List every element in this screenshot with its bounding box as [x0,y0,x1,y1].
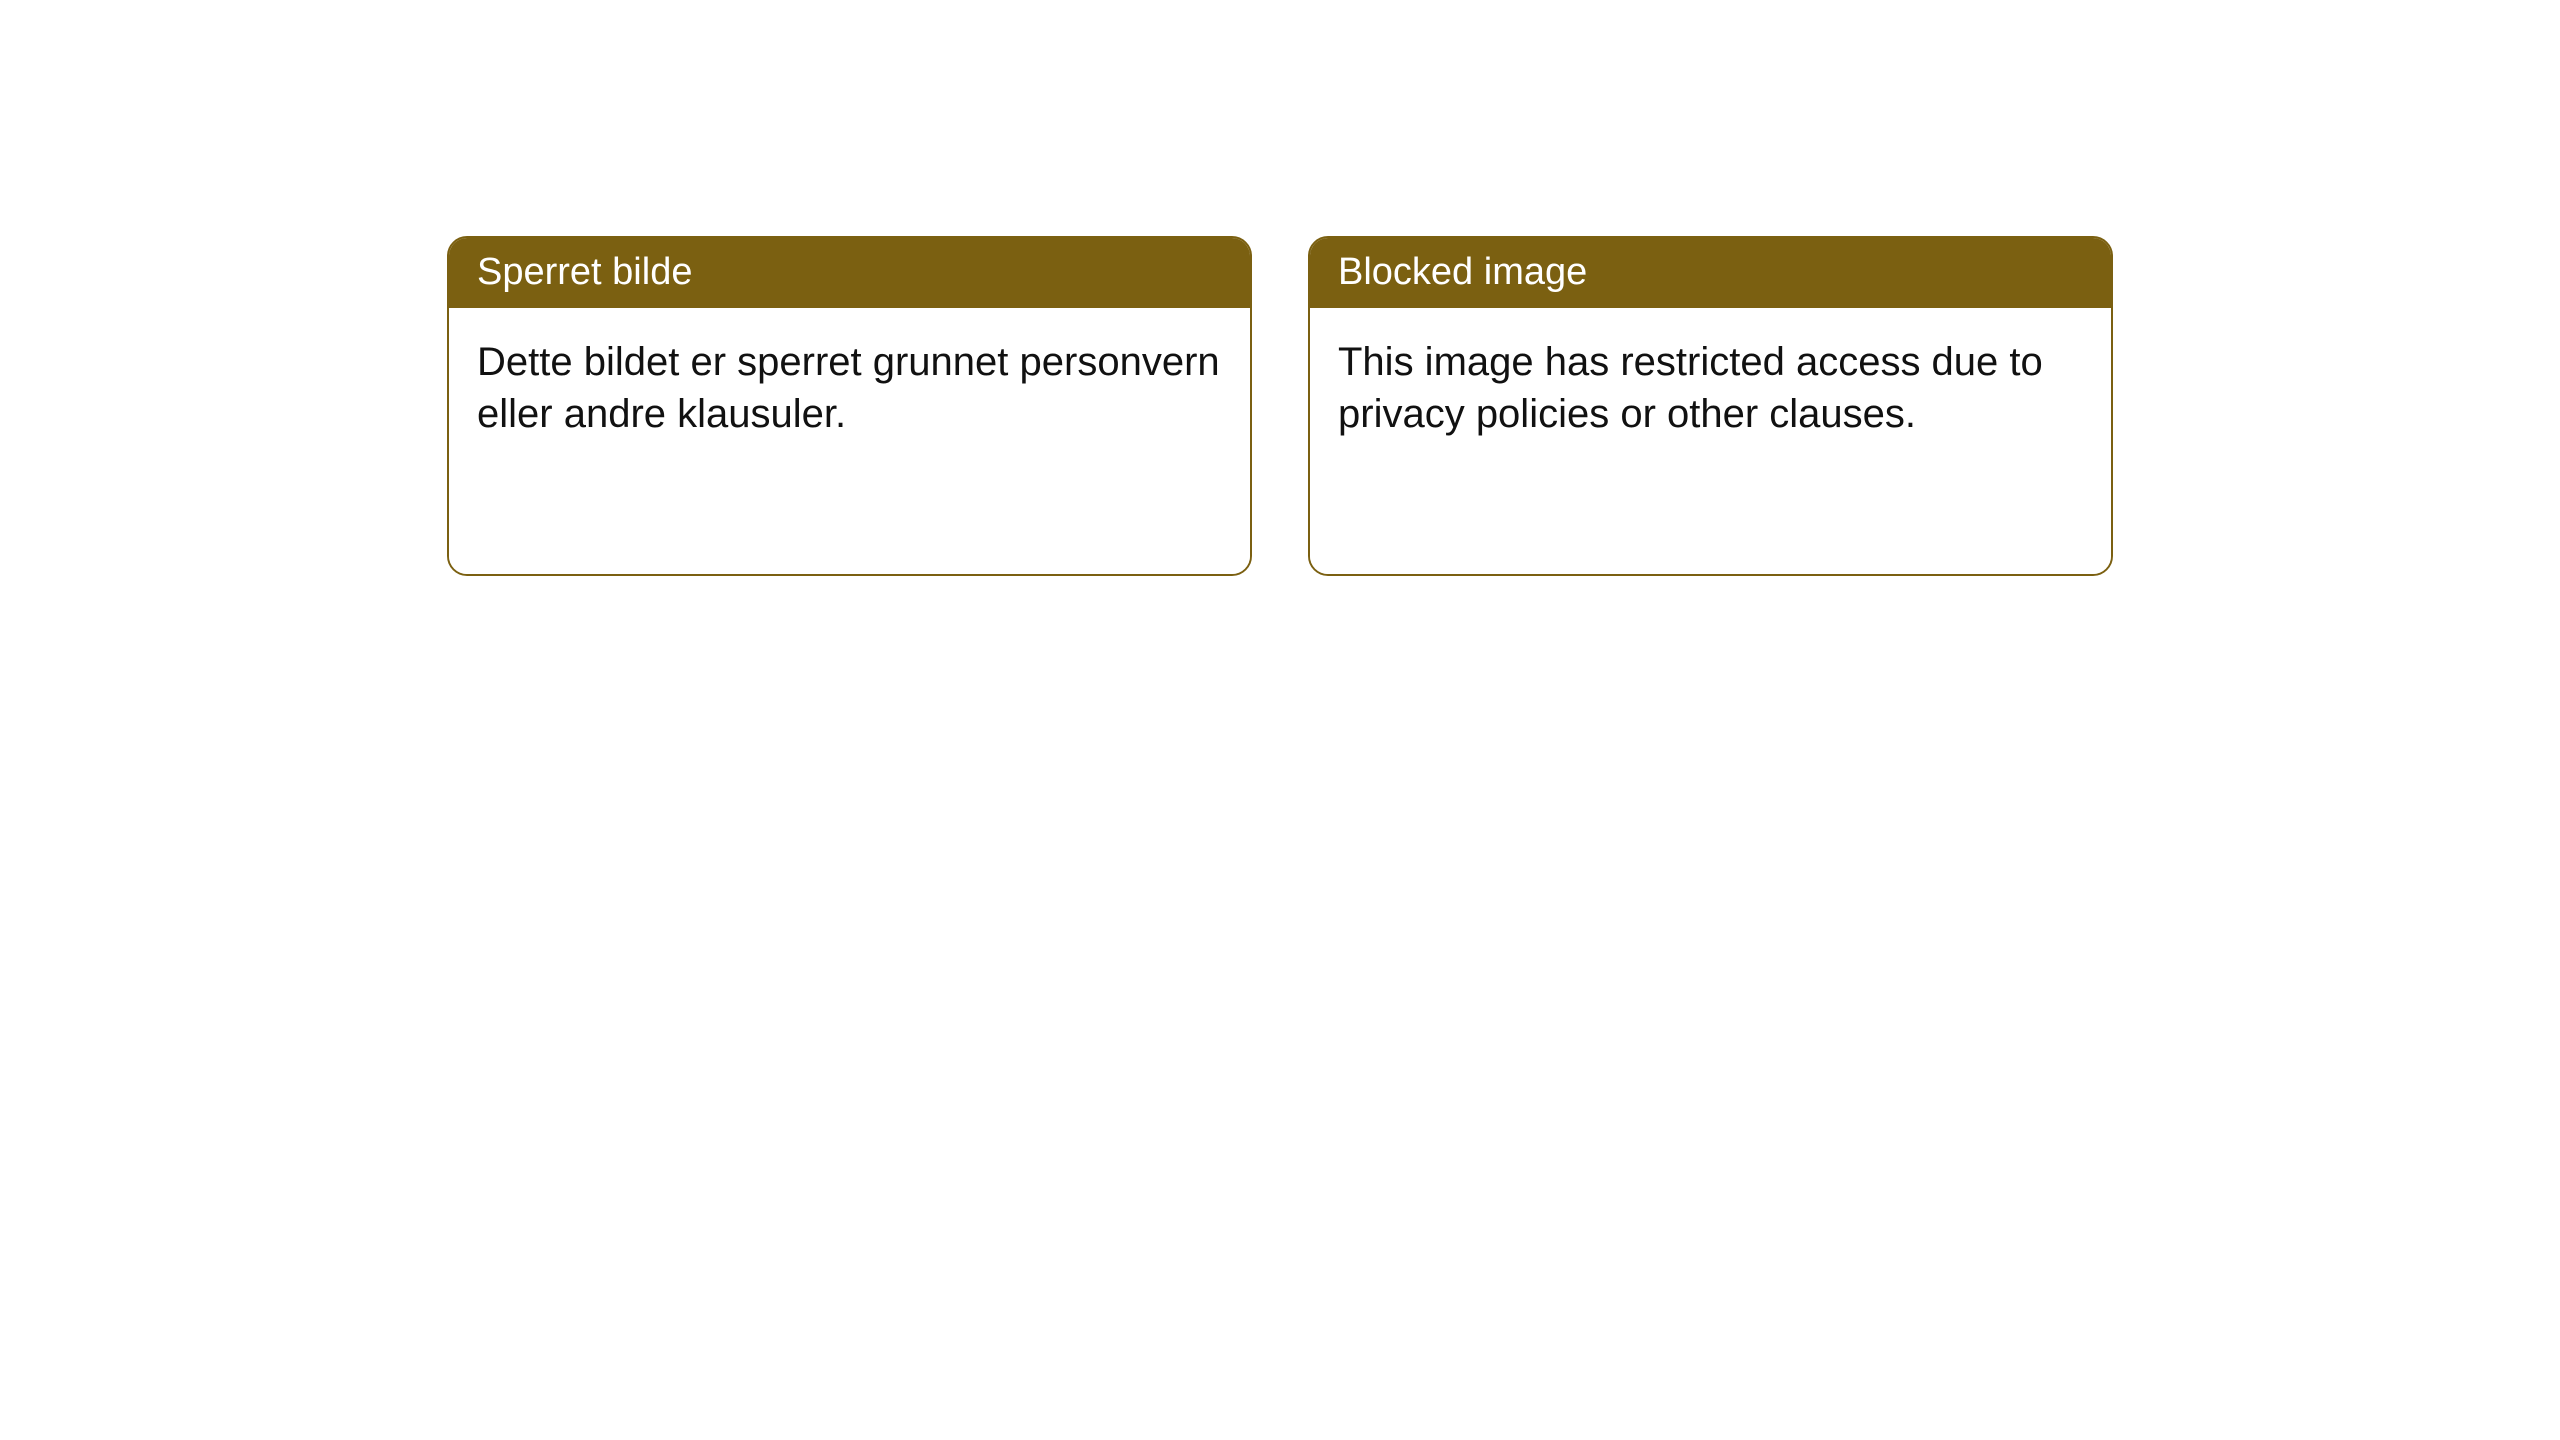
notice-title: Sperret bilde [449,238,1250,308]
notice-card-norwegian: Sperret bilde Dette bildet er sperret gr… [447,236,1252,576]
notice-card-english: Blocked image This image has restricted … [1308,236,2113,576]
notice-title: Blocked image [1310,238,2111,308]
notice-container: Sperret bilde Dette bildet er sperret gr… [447,236,2113,576]
notice-message: Dette bildet er sperret grunnet personve… [449,308,1250,574]
notice-message: This image has restricted access due to … [1310,308,2111,574]
